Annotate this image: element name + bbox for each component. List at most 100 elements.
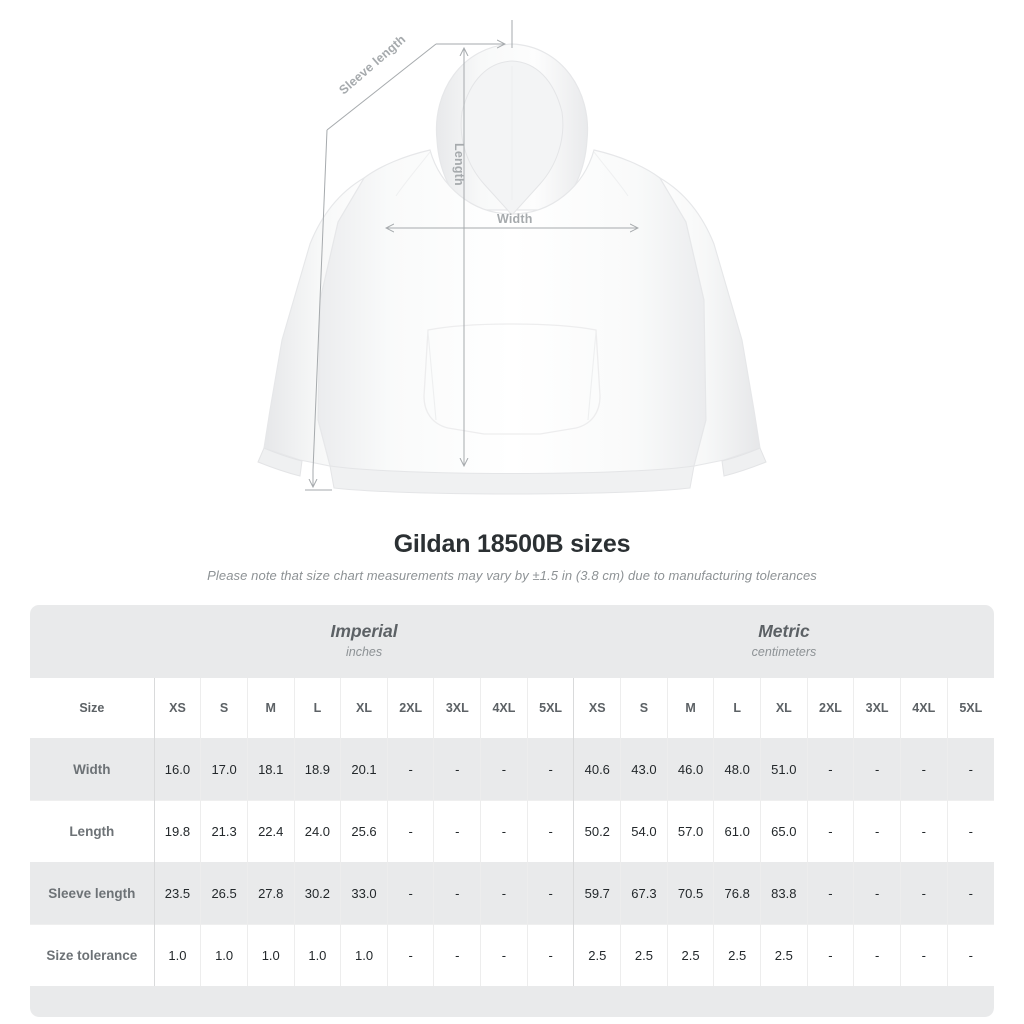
cell: - (526, 799, 574, 863)
column-header-metric-s: S (620, 677, 668, 739)
metric-unit-name: Metric (758, 621, 810, 641)
size-chart-table-wrapper: Imperial inches Metric centimeters Size … (30, 605, 994, 1017)
cell: - (526, 737, 574, 801)
cell: - (386, 737, 434, 801)
cell: 21.3 (200, 799, 248, 863)
kangaroo-pocket (423, 323, 601, 435)
right-cuff (721, 447, 767, 477)
cell: 40.6 (573, 737, 621, 801)
sleeve-vertical (312, 129, 328, 471)
cell: 22.4 (246, 799, 295, 863)
column-header-imperial-l: L (293, 677, 341, 739)
cell: - (853, 737, 901, 801)
cell: 2.5 (620, 923, 668, 986)
cell: 30.2 (293, 861, 341, 925)
cell: 18.9 (293, 737, 341, 801)
cell: 46.0 (666, 737, 714, 801)
left-sleeve (263, 176, 366, 467)
cell: - (386, 861, 434, 925)
title-block: Gildan 18500B sizes Please note that siz… (0, 512, 1024, 583)
width-dimension-label: Width (497, 212, 533, 226)
column-header-metric-xl: XL (760, 677, 808, 739)
metric-unit-sub: centimeters (751, 644, 817, 659)
column-header-metric-m: M (666, 677, 714, 739)
column-header-imperial-xl: XL (340, 677, 388, 739)
cell: - (480, 737, 528, 801)
cell: - (946, 923, 994, 986)
cell: - (433, 799, 481, 863)
table-row: Length 19.8 21.3 22.4 24.0 25.6 - - - - … (30, 799, 994, 863)
cell: 43.0 (620, 737, 668, 801)
unit-banner-metric: Metric centimeters (573, 605, 994, 678)
cell: 19.8 (153, 799, 201, 863)
column-header-imperial-xs: XS (153, 677, 201, 739)
measurement-guides (305, 20, 638, 491)
cell: 1.0 (293, 923, 341, 986)
shoulder-seam-left (395, 151, 431, 197)
cell: - (433, 861, 481, 925)
cell: 65.0 (760, 799, 808, 863)
unit-banner-row: Imperial inches Metric centimeters (30, 605, 994, 678)
cell: 17.0 (200, 737, 248, 801)
tolerance-note: Please note that size chart measurements… (207, 568, 817, 583)
pocket-seam-left (427, 331, 437, 421)
shoulder-seam-right (593, 151, 629, 197)
cell: 54.0 (620, 799, 668, 863)
column-header-imperial-5xl: 5XL (526, 677, 574, 739)
cell: 26.5 (200, 861, 248, 925)
length-dimension-label: Length (452, 143, 466, 186)
column-header-metric-4xl: 4XL (899, 677, 948, 739)
cell: 23.5 (153, 861, 201, 925)
product-illustration: Sleeve length Length Width (257, 20, 767, 495)
size-header-row: Size XS S M L XL 2XL 3XL 4XL 5XL XS S M … (30, 677, 994, 739)
cell: 57.0 (666, 799, 714, 863)
cell: - (480, 861, 528, 925)
cell: 61.0 (713, 799, 761, 863)
waistband (329, 465, 695, 495)
cell: - (853, 799, 901, 863)
cell: 70.5 (666, 861, 714, 925)
cell: - (806, 799, 854, 863)
cell: - (806, 737, 854, 801)
cell: 1.0 (246, 923, 295, 986)
cell: - (853, 861, 901, 925)
cell: - (899, 861, 948, 925)
row-label: Size tolerance (30, 923, 155, 986)
pocket-seam-right (587, 331, 597, 421)
cell: 48.0 (713, 737, 761, 801)
cell: - (899, 923, 948, 986)
cell: 1.0 (200, 923, 248, 986)
unit-banner-spacer (30, 605, 155, 678)
size-chart-table: Imperial inches Metric centimeters Size … (30, 605, 994, 986)
cell: - (806, 923, 854, 986)
cell: 51.0 (760, 737, 808, 801)
cell: - (899, 737, 948, 801)
hoodie-artwork (257, 43, 767, 495)
cell: - (433, 923, 481, 986)
cell: - (946, 799, 994, 863)
table-row: Sleeve length 23.5 26.5 27.8 30.2 33.0 -… (30, 861, 994, 925)
cell: 2.5 (666, 923, 714, 986)
imperial-unit-name: Imperial (330, 621, 398, 641)
left-cuff (257, 447, 303, 477)
column-header-imperial-2xl: 2XL (386, 677, 434, 739)
cell: 1.0 (153, 923, 201, 986)
column-header-imperial-s: S (200, 677, 248, 739)
table-footer-strip (30, 985, 994, 1017)
column-header-imperial-3xl: 3XL (433, 677, 481, 739)
cell: - (480, 923, 528, 986)
cell: - (526, 861, 574, 925)
cell: 2.5 (760, 923, 808, 986)
row-label: Width (30, 737, 155, 801)
cell: 20.1 (340, 737, 388, 801)
cell: 27.8 (246, 861, 295, 925)
cell: 24.0 (293, 799, 341, 863)
cell: - (899, 799, 948, 863)
table-row: Size tolerance 1.0 1.0 1.0 1.0 1.0 - - -… (30, 923, 994, 986)
column-header-metric-xs: XS (573, 677, 621, 739)
row-label: Sleeve length (30, 861, 155, 925)
cell: 67.3 (620, 861, 668, 925)
column-header-metric-l: L (713, 677, 761, 739)
cell: - (480, 799, 528, 863)
cell: 76.8 (713, 861, 761, 925)
